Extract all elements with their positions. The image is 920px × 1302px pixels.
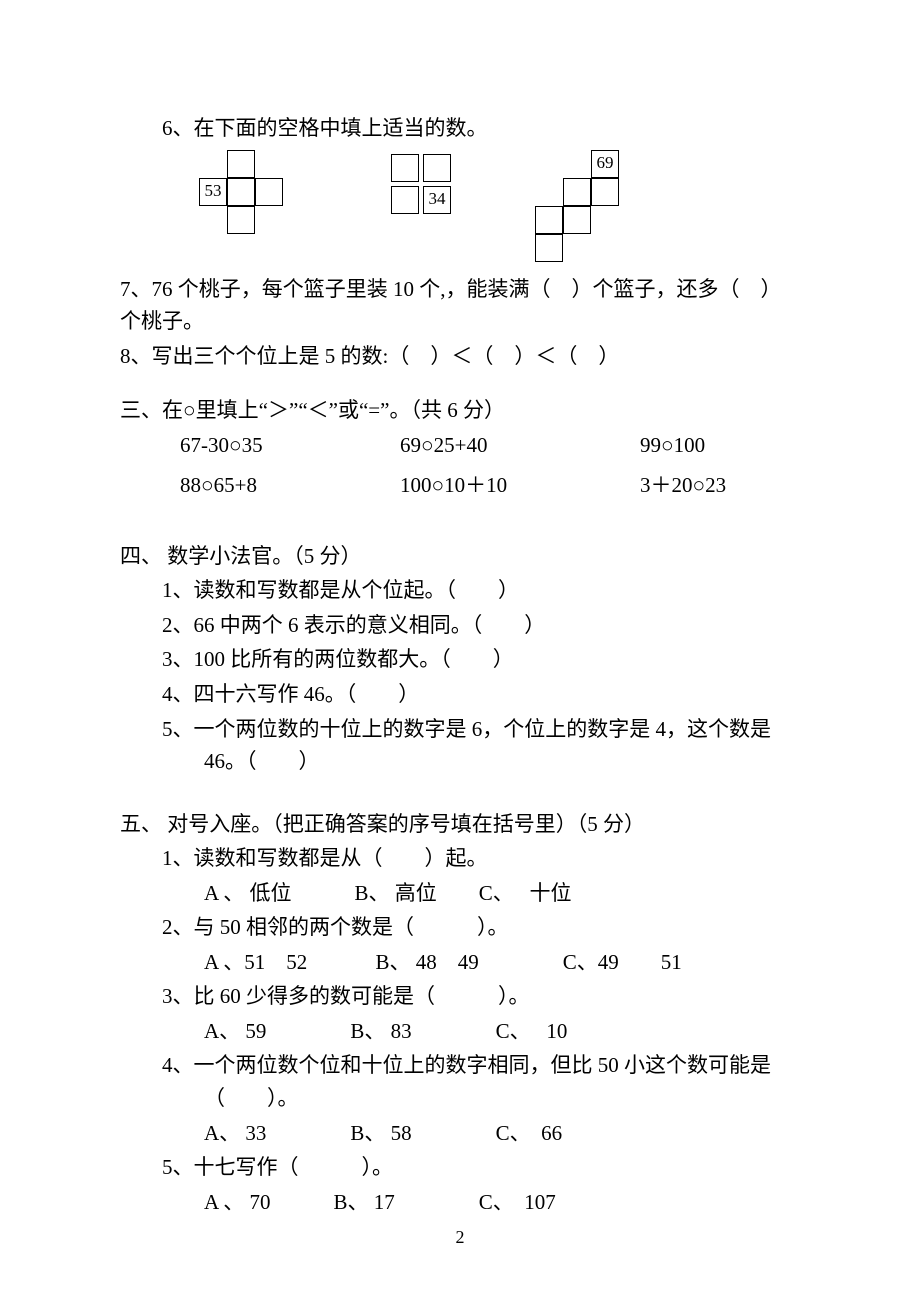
q8-text: 8、写出三个个位上是 5 的数:（ ）＜（ ）＜（ ） [120,340,800,373]
q7-text: 7、76 个桃子，每个篮子里装 10 个,，能装满（ ）个篮子，还多（ ）个桃子… [120,273,800,338]
grid-cell[interactable] [563,178,591,206]
s4-i3: 3、100 比所有的两位数都大。（ ） [120,643,800,676]
grid-cell[interactable] [227,178,255,206]
grid-cell[interactable] [535,234,563,262]
s5-q1-options: A 、 低位 B、 高位 C、 十位 [120,877,800,910]
grid-cell[interactable] [535,206,563,234]
s3-r1c1: 67-30○35 [180,429,400,462]
grid-cell[interactable]: 69 [591,150,619,178]
s4-i4: 4、四十六写作 46。（ ） [120,678,800,711]
worksheet-page: 6、在下面的空格中填上适当的数。 53 34 69 7、76 个桃子，每个篮子里… [0,0,920,1302]
s4-title: 四、 数学小法官。（5 分） [120,540,800,573]
s3-row1: 67-30○35 69○25+40 99○100 [120,429,800,462]
q6-grid-3: 69 [536,151,620,263]
grid-cell[interactable] [255,178,283,206]
s4-i5: 5、一个两位数的十位上的数字是 6，个位上的数字是 4，这个数是 46。（ ） [120,713,800,778]
grid-cell[interactable]: 53 [199,178,227,206]
s3-title: 三、在○里填上“＞”“＜”或“=”。（共 6 分） [120,394,800,427]
s4-i2: 2、66 中两个 6 表示的意义相同。（ ） [120,609,800,642]
s5-q2-options: A 、51 52 B、 48 49 C、49 51 [120,946,800,979]
s5-q5-options: A 、 70 B、 17 C、 107 [120,1186,800,1219]
spacer [120,378,800,388]
s3-r1c2: 69○25+40 [400,429,640,462]
s4-i1: 1、读数和写数都是从个位起。（ ） [120,574,800,607]
s3-r1c3: 99○100 [640,429,705,462]
s3-row2: 88○65+8 100○10＋10 3＋20○23 [120,469,800,502]
grid-cell[interactable] [391,186,419,214]
spacer [120,784,800,802]
s5-q1: 1、读数和写数都是从（ ）起。 [120,842,800,875]
s3-r2c1: 88○65+8 [180,469,400,502]
grid-cell[interactable] [423,154,451,182]
grid-cell[interactable]: 34 [423,186,451,214]
s3-r2c2: 100○10＋10 [400,469,640,502]
grid-cell[interactable] [391,154,419,182]
grid-cell[interactable] [563,206,591,234]
s5-q2: 2、与 50 相邻的两个数是（ ）。 [120,911,800,944]
q6-title: 6、在下面的空格中填上适当的数。 [120,112,800,145]
s5-title: 五、 对号入座。（把正确答案的序号填在括号里）（5 分） [120,808,800,841]
spacer [120,508,800,534]
s5-q5: 5、十七写作（ ）。 [120,1151,800,1184]
s5-q4-options: A、 33 B、 58 C、 66 [120,1117,800,1150]
s5-q3-options: A、 59 B、 83 C、 10 [120,1015,800,1048]
q6-grid-2: 34 [392,155,456,219]
s5-q3: 3、比 60 少得多的数可能是（ ）。 [120,980,800,1013]
q6-grid-1: 53 [200,151,312,263]
page-number: 2 [0,1224,920,1252]
grid-cell[interactable] [227,150,255,178]
q6-grids: 53 34 69 [120,151,800,263]
s5-q4: 4、一个两位数个位和十位上的数字相同，但比 50 小这个数可能是（ ）。 [120,1049,800,1114]
grid-cell[interactable] [591,178,619,206]
s3-r2c3: 3＋20○23 [640,469,726,502]
grid-cell[interactable] [227,206,255,234]
